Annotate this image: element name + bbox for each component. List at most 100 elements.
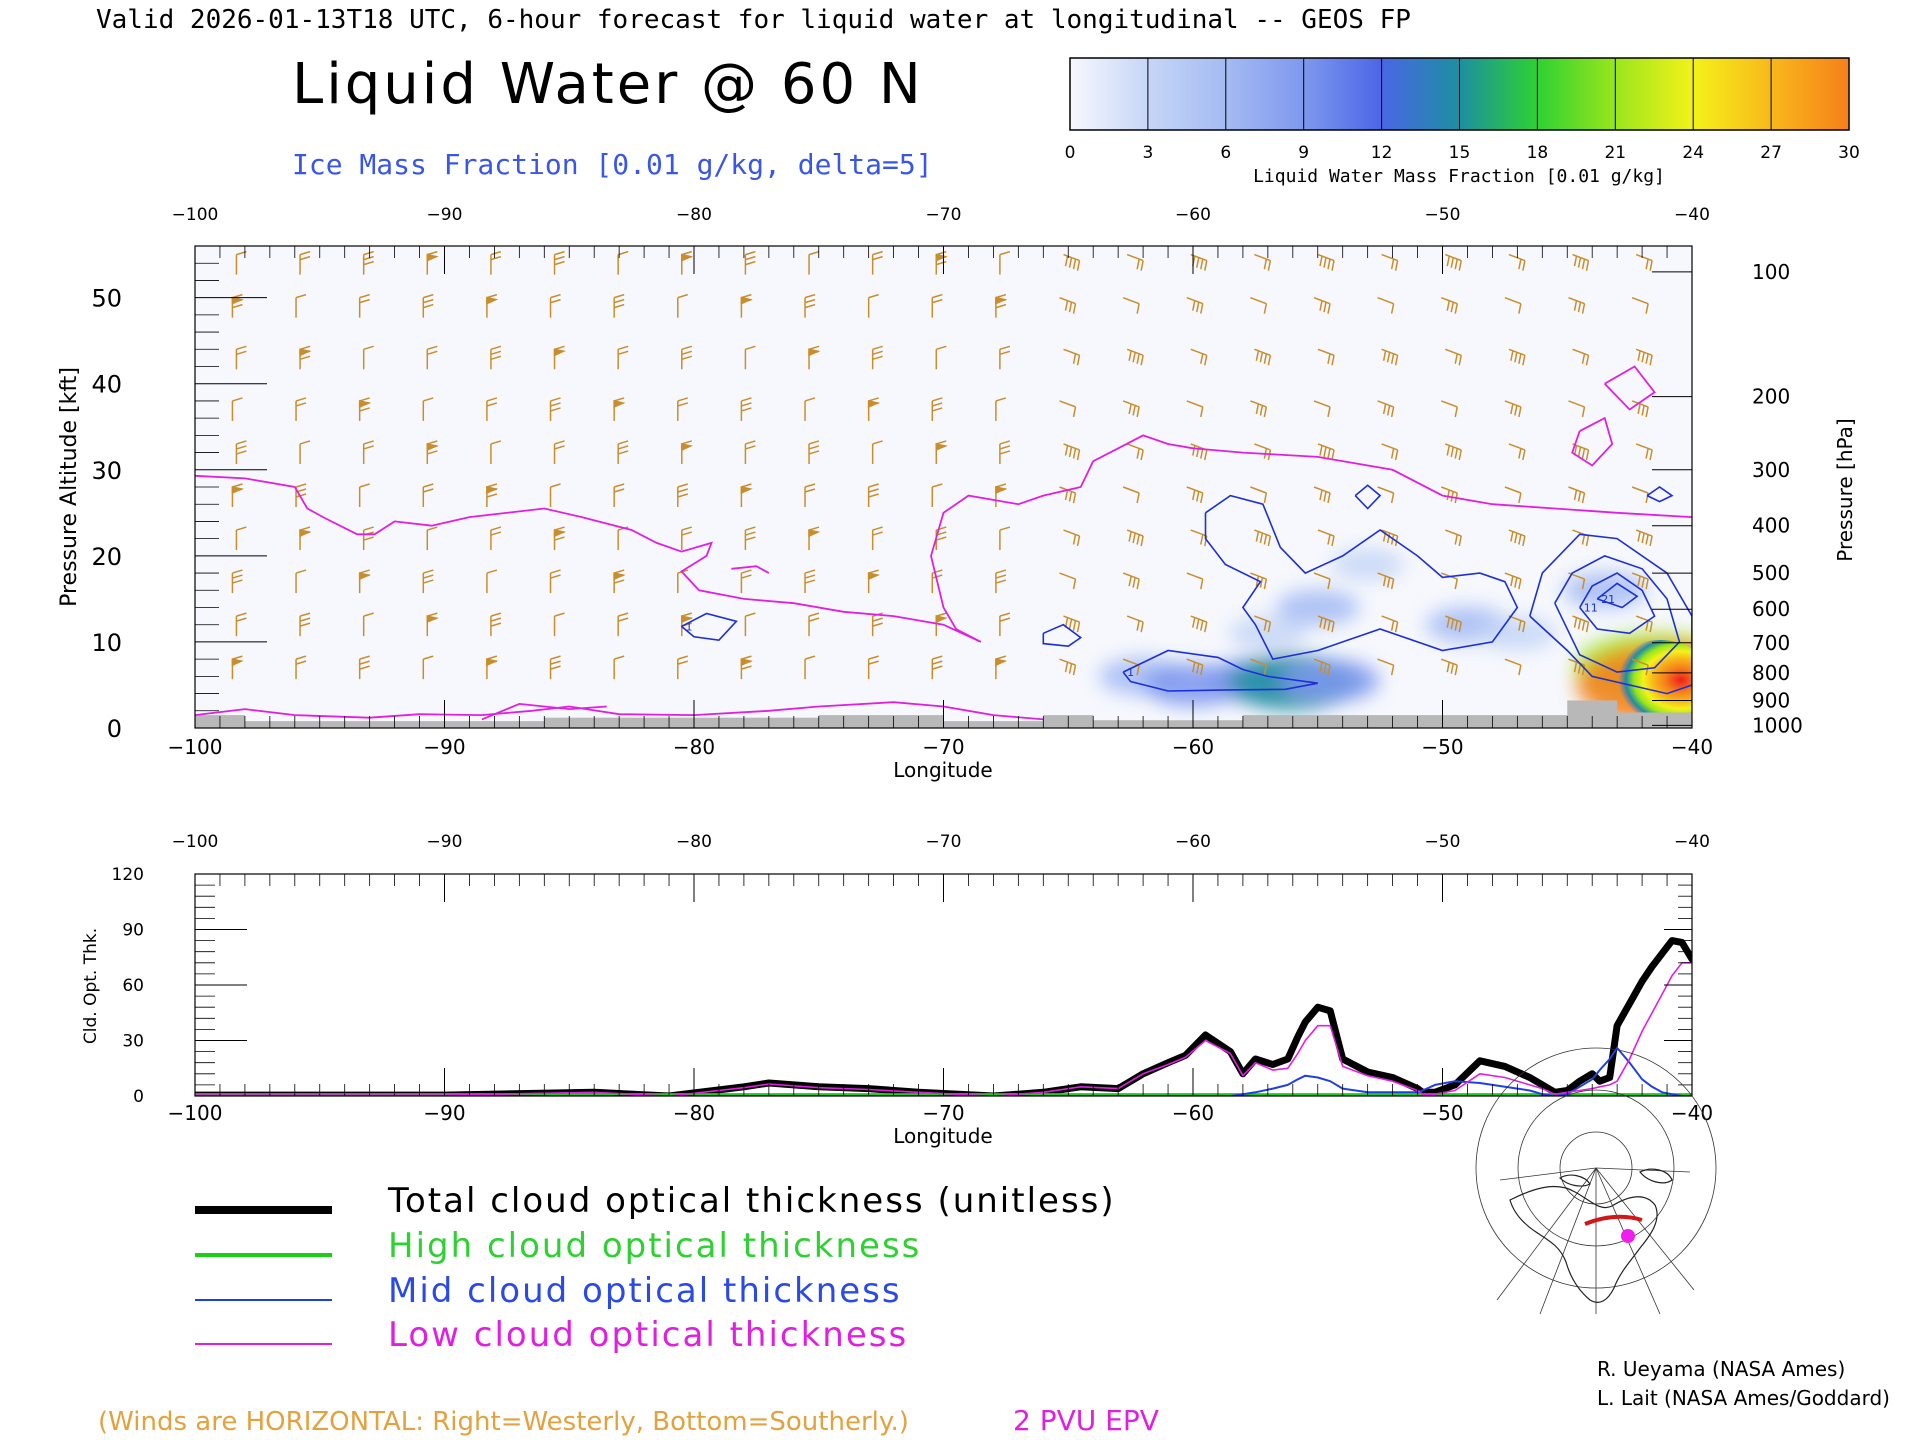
- wind-barb: [613, 569, 626, 594]
- terrain-segment: [544, 717, 819, 728]
- colorbar-cell: [1147, 58, 1227, 130]
- wind-barb: [995, 569, 1007, 594]
- wind-barb: [1444, 443, 1462, 461]
- wind-barb: [617, 440, 629, 464]
- pressure-tick-label: 900: [1752, 688, 1790, 712]
- colorbar-tick-label: 12: [1371, 143, 1393, 163]
- wind-barb: [549, 397, 561, 421]
- wind-barb: [1504, 400, 1522, 418]
- wind-barb: [1696, 298, 1712, 314]
- top-ylabel-left: Pressure Altitude [kft]: [57, 367, 82, 607]
- wind-barb: [1635, 615, 1653, 633]
- wind-barb: [867, 397, 881, 421]
- wind-barb: [1059, 486, 1077, 504]
- wind-barb: [358, 397, 372, 421]
- wind-barb: [1317, 443, 1335, 461]
- colorbar-tick-label: 21: [1604, 143, 1626, 163]
- wind-barb: [995, 293, 1008, 318]
- wind-barb: [871, 345, 883, 370]
- wind-barb: [1122, 486, 1140, 504]
- top-xlabel: Longitude: [893, 758, 992, 782]
- wind-barb: [1190, 348, 1208, 366]
- wind-barb: [740, 655, 753, 680]
- main-title: Liquid Water @ 60 N: [292, 52, 924, 117]
- wind-barb: [744, 526, 756, 551]
- wind-barb: [1440, 658, 1458, 676]
- wind-barb: [999, 526, 1011, 551]
- y-tick-label: 50: [91, 285, 122, 313]
- wind-barb: [486, 569, 498, 594]
- colorbar-cell: [1615, 58, 1694, 130]
- wind-barb: [1635, 348, 1653, 366]
- wind-barb: [808, 250, 820, 275]
- wind-barb: [1250, 658, 1268, 676]
- wind-barb: [1126, 615, 1144, 633]
- wind-barb: [295, 293, 307, 318]
- wind-barb: [358, 293, 370, 318]
- epv-line: [1571, 416, 1614, 467]
- wind-barb: [426, 250, 439, 275]
- bottom-y-tick-label: 0: [133, 1087, 144, 1107]
- wind-barb: [931, 293, 943, 318]
- wind-barb: [1635, 529, 1653, 547]
- wind-barb: [1377, 658, 1395, 676]
- ice-contour-label: 21: [1601, 593, 1615, 606]
- x-tick-label: −70: [922, 735, 964, 759]
- wind-barb: [1186, 658, 1204, 676]
- y-tick-label: 0: [107, 715, 122, 743]
- epv-line: [481, 702, 607, 721]
- wind-barb: [299, 612, 311, 637]
- epv-line: [731, 565, 770, 574]
- wind-barb: [1568, 296, 1586, 314]
- wind-barb: [935, 612, 948, 637]
- colorbar-cell: [1225, 58, 1305, 130]
- wind-barb: [299, 440, 311, 464]
- locator-map-frame: [1497, 1164, 1694, 1314]
- bottom-y-tick-label: 90: [122, 921, 144, 941]
- wind-barb: [422, 397, 434, 421]
- colorbar-cell: [1771, 58, 1850, 130]
- wind-barb: [1063, 253, 1081, 271]
- wind-barb: [553, 345, 566, 370]
- ice-contour: [1579, 572, 1656, 635]
- colorbar-cell: [1303, 58, 1383, 130]
- wind-barb: [1122, 572, 1140, 590]
- wind-barb: [1504, 572, 1522, 590]
- wind-barb: [1508, 529, 1526, 547]
- locator-map: [1475, 1047, 1717, 1315]
- colorbar-tick-label: 15: [1449, 143, 1471, 163]
- wind-barb: [613, 655, 625, 680]
- bottom-x-tick-label: −50: [1421, 1101, 1463, 1125]
- wind-barb: [808, 440, 820, 464]
- wind-barb: [553, 526, 566, 551]
- wind-barb: [549, 569, 561, 594]
- wind-barb: [1126, 529, 1144, 547]
- bottom-x-tick-label-top: −80: [676, 832, 712, 852]
- locator-map-grid: [1475, 1047, 1717, 1315]
- wind-barb: [999, 612, 1011, 637]
- mid-line: [195, 1046, 1692, 1096]
- wind-barb: [1186, 400, 1204, 418]
- wind-barb: [486, 397, 498, 421]
- colorbar-tick-label: 18: [1527, 143, 1549, 163]
- wind-barb: [1190, 615, 1208, 633]
- wind-barb: [1063, 348, 1081, 366]
- ice-contour: [1042, 623, 1083, 648]
- wind-barbs: [231, 250, 1712, 680]
- wind-barb: [358, 655, 370, 680]
- bottom-x-tick-label-top: −90: [427, 832, 463, 852]
- wind-barb: [1250, 296, 1268, 314]
- wind-barb: [677, 397, 688, 421]
- top-ylabel-right: Pressure [hPa]: [1833, 418, 1857, 561]
- wind-barb: [804, 655, 816, 680]
- bottom-xlabel: Longitude: [893, 1124, 992, 1148]
- bottom-x-tick-label-top: −70: [926, 832, 962, 852]
- wind-barb: [235, 526, 247, 551]
- wind-barb: [617, 345, 629, 370]
- bottom-y-tick-label: 120: [112, 865, 144, 885]
- wind-barb: [1568, 658, 1586, 676]
- wind-barb: [1122, 658, 1140, 676]
- colorbar-tick-label: 3: [1142, 143, 1153, 163]
- wind-barb: [1631, 296, 1649, 314]
- wind-barb: [995, 483, 1008, 507]
